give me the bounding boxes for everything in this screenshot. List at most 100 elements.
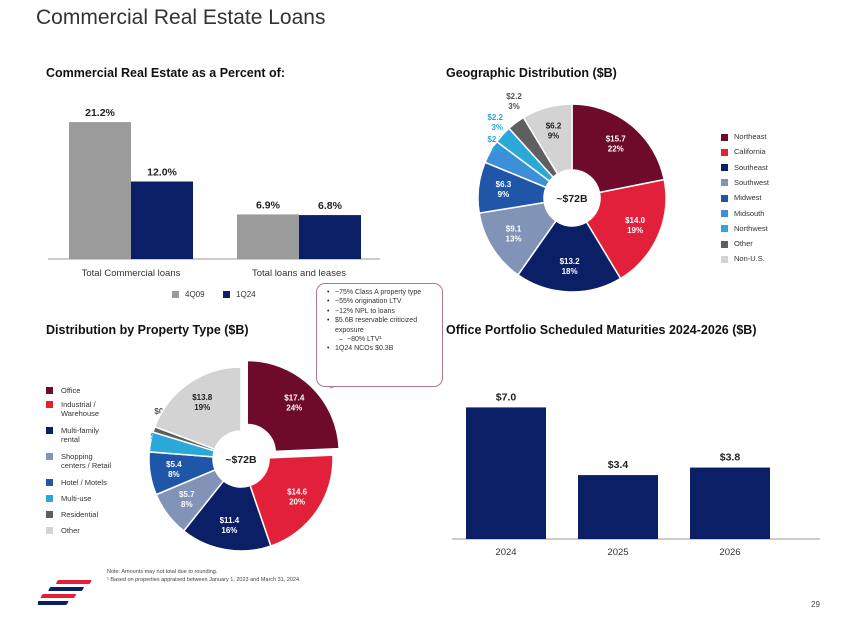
cre-percent-legend: 4Q09 1Q24 (172, 290, 256, 299)
maturities-chart-title: Office Portfolio Scheduled Maturities 20… (446, 323, 757, 337)
geo-legend-northeast: Northeast (721, 132, 767, 141)
geo-legend-non-u-s: Non-U.S. (721, 254, 765, 263)
geo-legend-southwest: Southwest (721, 178, 769, 187)
geo-value-california: $14.0 (625, 216, 646, 225)
maturity-year-2024: 2024 (495, 547, 516, 558)
geo-legend-swatch-non-u-s (721, 255, 728, 263)
property-legend-swatch-other (46, 527, 53, 534)
bar-1q24-total-commercial-loans (131, 181, 193, 259)
geo-value-non-u-s: $6.2 (546, 122, 562, 131)
property-center-label: ~$72B (225, 454, 257, 466)
geo-pct-southeast: 18% (562, 267, 578, 276)
maturity-bar-2024 (466, 407, 546, 539)
bar-label-1q24-total-loans-and-leases: 6.8% (318, 200, 343, 212)
property-slice-industrial-warehouse (249, 454, 334, 548)
property-legend-label-hotel-motels: Hotel / Motels (61, 478, 107, 487)
property-legend-multi-use: Multi-use (46, 494, 118, 503)
property-legend-swatch-residential (46, 511, 53, 518)
property-value-other: $13.8 (192, 393, 213, 402)
property-legend-swatch-industrial-warehouse (46, 401, 53, 408)
property-legend-swatch-hotel-motels (46, 479, 53, 486)
bar-1q24-total-loans-and-leases (299, 215, 361, 259)
geo-legend-label-california: California (734, 147, 766, 157)
property-legend-residential: Residential (46, 510, 118, 519)
property-legend-other: Other (46, 526, 118, 535)
geo-pct-non-u-s: 9% (548, 132, 560, 141)
callout-item-3: $5.6B reservable criticized exposure (327, 316, 436, 335)
property-value-industrial-warehouse: $14.6 (287, 487, 308, 496)
legend-label-1q24: 1Q24 (236, 290, 256, 299)
property-slice-multi-family-rental (182, 479, 272, 552)
geo-legend-label-southwest: Southwest (734, 177, 770, 187)
geo-pct-other: 3% (508, 102, 520, 111)
property-legend-multi-family-rental: Multi-family rental (46, 426, 118, 444)
geo-slice-non-u-s (522, 103, 573, 176)
geo-value-northwest: $2.2 (487, 113, 503, 122)
geo-legend-label-other: Other (734, 239, 753, 249)
page-title: Commercial Real Estate Loans (36, 6, 326, 29)
page-number: 29 (811, 600, 820, 609)
maturity-bar-2025 (578, 475, 658, 539)
office-callout: ~75% Class A property type~55% originati… (316, 283, 443, 387)
property-legend-label-office: Office (61, 386, 81, 395)
geo-chart-title: Geographic Distribution ($B) (446, 66, 617, 80)
geo-pie-chart: $15.722%$14.019%$13.218%$9.113%$6.39%$2.… (477, 92, 667, 293)
geo-value-midsouth: $2.9 (487, 135, 503, 144)
geo-value-southwest: $9.1 (506, 225, 522, 234)
geo-pct-southwest: 13% (506, 235, 522, 244)
geo-pct-california: 19% (627, 226, 643, 235)
property-pct-hotel-motels: 8% (168, 470, 180, 479)
property-legend-office: Office (46, 386, 118, 395)
property-legend-swatch-shopping-centers-retail (46, 453, 53, 460)
callout-item-5: 1Q24 NCOs $0.3B (327, 344, 436, 354)
legend-swatch-4q09 (172, 291, 179, 299)
property-pct-multi-family-rental: 16% (221, 526, 237, 535)
legend-label-4q09: 4Q09 (185, 290, 205, 299)
geo-pct-northwest: 3% (491, 123, 503, 132)
footnote-rounding: Note: Amounts may not total due to round… (107, 569, 218, 575)
property-value-office: $17.4 (284, 393, 305, 402)
geo-legend-label-midwest: Midwest (734, 193, 762, 203)
property-legend-industrial-warehouse: Industrial / Warehouse (46, 400, 118, 418)
geo-pct-midsouth: 4% (491, 145, 503, 154)
property-slice-other (153, 366, 242, 451)
property-legend-swatch-multi-family-rental (46, 427, 53, 434)
geo-value-midwest: $6.3 (496, 180, 512, 189)
geo-legend-label-southeast: Southeast (734, 162, 768, 172)
maturity-label-2024: $7.0 (496, 391, 517, 403)
property-chart-title: Distribution by Property Type ($B) (46, 323, 249, 337)
callout-item-2: ~12% NPL to loans (327, 307, 436, 317)
geo-legend-label-northeast: Northeast (734, 132, 767, 141)
geo-pct-northeast: 22% (608, 145, 624, 154)
category-label-total-commercial-loans: Total Commercial loans (82, 268, 181, 279)
callout-item-1: ~55% origination LTV (327, 297, 436, 307)
geo-legend-swatch-southeast (721, 164, 728, 172)
geo-legend-swatch-midwest (721, 194, 728, 202)
property-legend-shopping-centers-retail: Shopping centers / Retail (46, 452, 118, 470)
geo-legend-swatch-midsouth (721, 210, 728, 218)
bar-4q09-total-commercial-loans (69, 122, 131, 259)
maturity-year-2026: 2026 (719, 547, 740, 558)
maturity-label-2025: $3.4 (608, 459, 629, 471)
geo-value-northeast: $15.7 (606, 135, 627, 144)
property-legend-swatch-multi-use (46, 495, 53, 502)
geo-legend-swatch-california (721, 148, 728, 156)
geo-slice-northeast (571, 103, 666, 194)
geo-legend-california: California (721, 147, 766, 156)
property-value-multi-family-rental: $11.4 (220, 516, 240, 525)
bank-logo (38, 580, 92, 605)
property-pct-industrial-warehouse: 20% (289, 497, 305, 506)
geo-legend-swatch-other (721, 240, 728, 248)
property-legend-label-multi-use: Multi-use (61, 494, 92, 503)
geo-legend-swatch-southwest (721, 179, 728, 187)
geo-legend-label-midsouth: Midsouth (734, 208, 765, 218)
bar-label-4q09-total-loans-and-leases: 6.9% (256, 199, 281, 211)
callout-item-0: ~75% Class A property type (327, 288, 436, 298)
geo-value-other: $2.2 (506, 92, 522, 101)
callout-item-4: ~80% LTV¹ (335, 335, 436, 345)
maturity-label-2026: $3.8 (720, 452, 741, 464)
property-value-hotel-motels: $5.4 (166, 460, 182, 469)
property-legend-label-shopping-centers-retail: Shopping centers / Retail (61, 452, 112, 470)
property-pct-multi-use: 4% (154, 442, 166, 451)
geo-center-label: ~$72B (556, 193, 588, 205)
